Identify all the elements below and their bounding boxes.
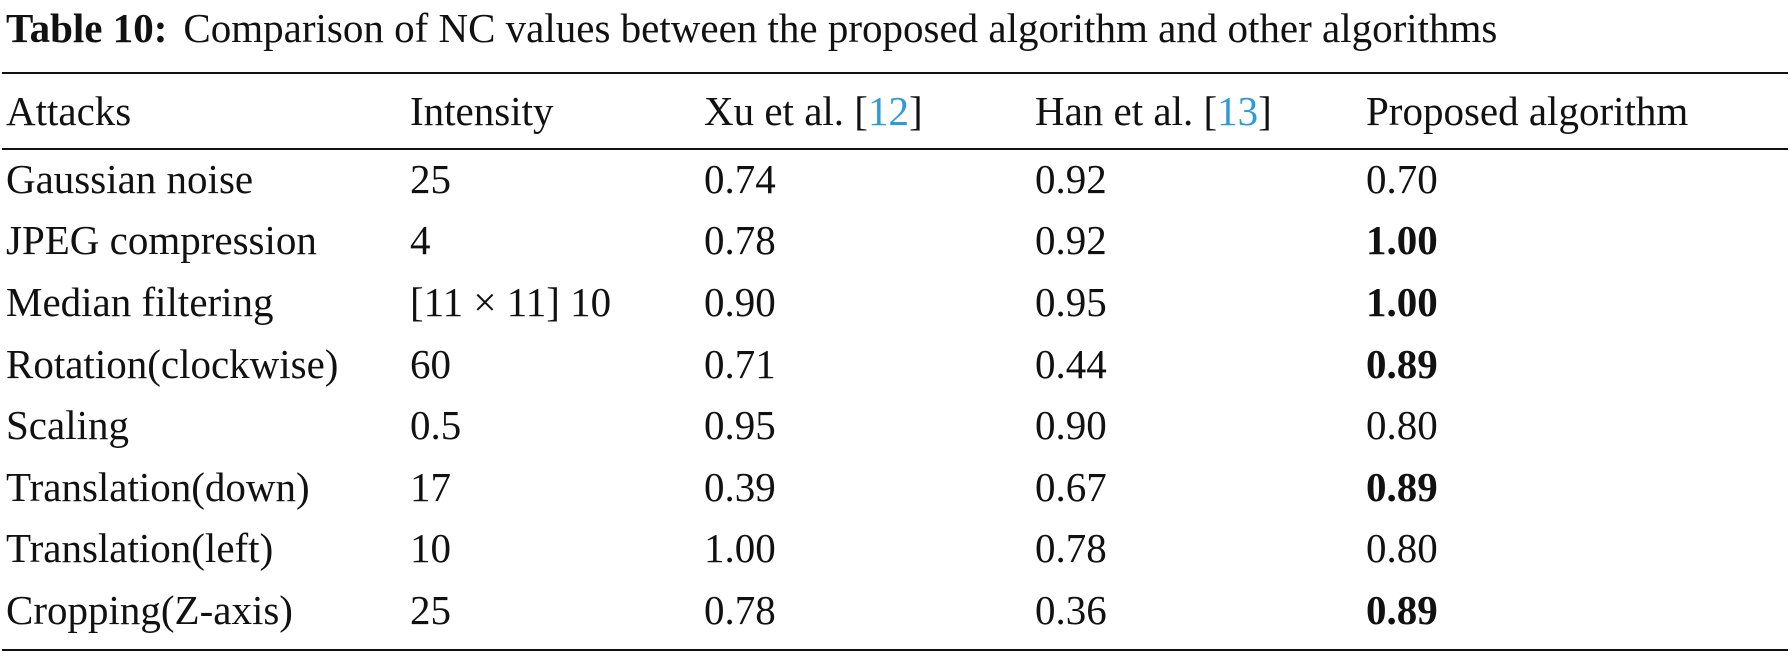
cell-intensity: 60: [410, 340, 451, 387]
cell-attack: JPEG compression: [6, 217, 317, 264]
table-top-rule: [2, 72, 1788, 74]
citation-link-12[interactable]: 12: [867, 88, 909, 134]
header-xu: Xu et al. [12]: [704, 74, 1035, 148]
cell-attack: Gaussian noise: [6, 155, 254, 202]
cell-han: 0.44: [1035, 340, 1107, 387]
header-han-text: Han et al. [: [1035, 88, 1218, 134]
cell-intensity: 25: [410, 586, 451, 633]
cell-han: 0.90: [1035, 402, 1107, 449]
cell-attack: Translation(left): [6, 525, 274, 572]
cell-proposed: 0.70: [1366, 155, 1438, 202]
cell-intensity: 4: [410, 217, 431, 264]
cell-han: 0.67: [1035, 463, 1107, 510]
cell-han: 0.92: [1035, 217, 1107, 264]
cell-han: 0.92: [1035, 155, 1107, 202]
header-xu-text: Xu et al. [: [704, 88, 868, 134]
cell-intensity: [11 × 11] 10: [410, 278, 612, 325]
cell-proposed: 0.80: [1366, 525, 1438, 572]
cell-attack: Translation(down): [6, 463, 310, 510]
table-header-row: Attacks Intensity Xu et al. [12] Han et …: [2, 74, 1786, 148]
cell-intensity: 25: [410, 155, 451, 202]
table-row: Translation(left) 10 1.00 0.78 0.80: [2, 518, 1786, 580]
cell-proposed: 1.00: [1366, 217, 1438, 264]
table-row: JPEG compression 4 0.78 0.92 1.00: [2, 210, 1786, 272]
header-xu-bracket: ]: [908, 88, 923, 134]
cell-attack: Median filtering: [6, 278, 274, 325]
citation-link-13[interactable]: 13: [1217, 88, 1259, 134]
cell-attack: Cropping(Z-axis): [6, 586, 293, 633]
table-row: Translation(down) 17 0.39 0.67 0.89: [2, 456, 1786, 518]
cell-intensity: 17: [410, 463, 451, 510]
cell-proposed: 0.89: [1366, 463, 1438, 510]
cell-xu: 0.90: [704, 278, 776, 325]
table-row: Median filtering [11 × 11] 10 0.90 0.95 …: [2, 271, 1786, 333]
header-han-bracket: ]: [1258, 88, 1272, 134]
table-row: Cropping(Z-axis) 25 0.78 0.36 0.89: [2, 579, 1786, 641]
table-row: Rotation(clockwise) 60 0.71 0.44 0.89: [2, 333, 1786, 395]
cell-intensity: 0.5: [410, 402, 462, 449]
table-caption: Table 10: Comparison of NC values between…: [6, 0, 1497, 58]
cell-xu: 1.00: [704, 525, 776, 572]
table-caption-text: Comparison of NC values between the prop…: [183, 5, 1498, 51]
cell-han: 0.78: [1035, 525, 1107, 572]
cell-han: 0.36: [1035, 586, 1107, 633]
cell-xu: 0.78: [704, 586, 776, 633]
cell-xu: 0.71: [704, 340, 776, 387]
nc-comparison-table: Attacks Intensity Xu et al. [12] Han et …: [2, 74, 1786, 641]
cell-proposed: 0.89: [1366, 340, 1438, 387]
cell-xu: 0.95: [704, 402, 776, 449]
cell-proposed: 1.00: [1366, 278, 1438, 325]
cell-xu: 0.39: [704, 463, 776, 510]
cell-attack: Scaling: [6, 402, 129, 449]
table-bottom-rule: [2, 649, 1788, 651]
cell-proposed: 0.89: [1366, 586, 1438, 633]
cell-xu: 0.78: [704, 217, 776, 264]
cell-proposed: 0.80: [1366, 402, 1438, 449]
header-han: Han et al. [13]: [1035, 74, 1366, 148]
header-proposed: Proposed algorithm: [1366, 88, 1689, 134]
header-attacks: Attacks: [6, 88, 132, 134]
cell-xu: 0.74: [704, 155, 776, 202]
table-row: Scaling 0.5 0.95 0.90 0.80: [2, 394, 1786, 456]
table-caption-label: Table 10:: [6, 5, 168, 51]
cell-han: 0.95: [1035, 278, 1107, 325]
cell-attack: Rotation(clockwise): [6, 340, 339, 387]
header-intensity: Intensity: [410, 88, 554, 134]
table-row: Gaussian noise 25 0.74 0.92 0.70: [2, 148, 1786, 210]
cell-intensity: 10: [410, 525, 451, 572]
table-header-rule: [2, 148, 1788, 150]
